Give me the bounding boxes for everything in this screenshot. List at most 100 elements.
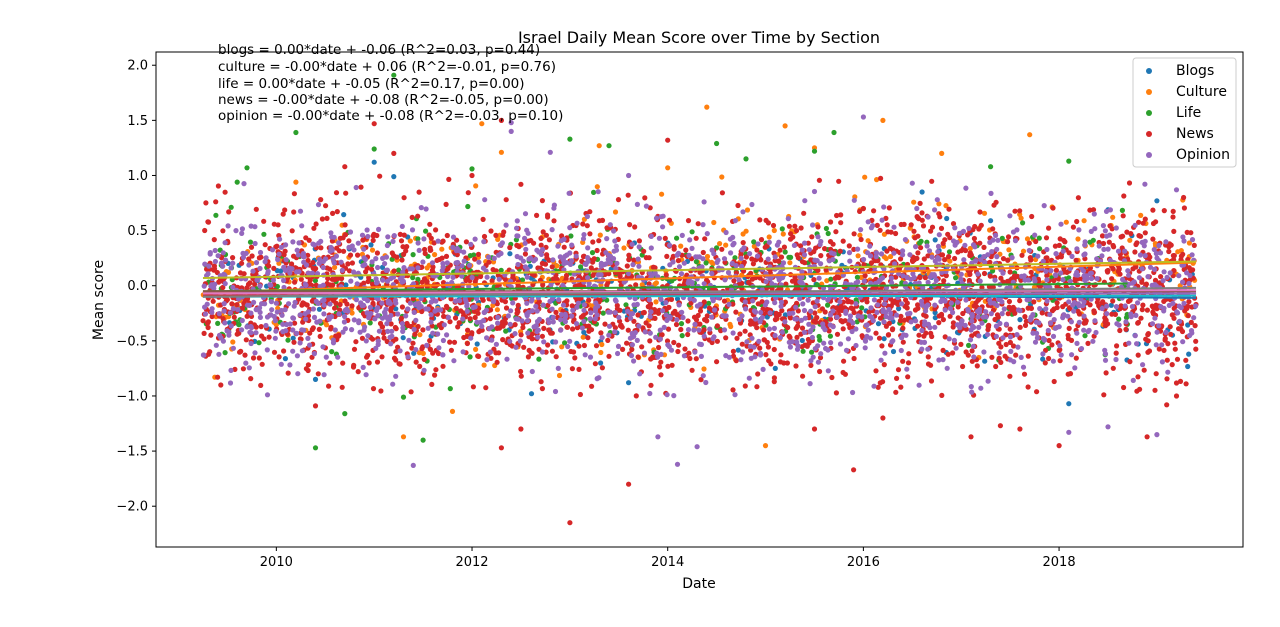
point-opinion: [1136, 275, 1142, 281]
point-news: [778, 352, 784, 358]
point-news: [1005, 234, 1012, 240]
point-news: [455, 324, 461, 330]
point-news: [291, 209, 297, 215]
point-news: [487, 316, 493, 322]
point-opinion: [297, 208, 304, 214]
point-news: [798, 243, 804, 249]
point-opinion: [584, 213, 591, 220]
point-news: [939, 252, 946, 258]
point-opinion: [908, 319, 914, 325]
point-opinion: [1070, 302, 1076, 308]
point-opinion: [900, 273, 906, 279]
point-opinion: [228, 323, 234, 329]
point-news: [1029, 213, 1035, 220]
point-news: [205, 219, 211, 225]
point-culture: [407, 238, 413, 244]
point-culture: [612, 209, 619, 215]
point-news: [1074, 218, 1080, 225]
point-news: [834, 305, 840, 311]
point-culture: [865, 238, 871, 244]
point-news: [915, 323, 921, 329]
point-opinion: [388, 312, 394, 319]
point-opinion: [1123, 319, 1129, 325]
point-news: [1153, 371, 1159, 377]
point-news: [475, 310, 481, 316]
point-opinion: [818, 351, 824, 357]
point-life: [293, 129, 299, 136]
point-news: [343, 190, 349, 196]
point-news: [1021, 371, 1028, 377]
point-opinion: [549, 306, 555, 312]
point-news: [1105, 321, 1111, 327]
point-opinion: [202, 261, 208, 267]
point-opinion: [882, 301, 888, 307]
point-opinion: [660, 213, 666, 219]
point-news: [1017, 324, 1023, 330]
point-culture: [495, 236, 501, 242]
point-opinion: [777, 334, 784, 341]
point-news: [928, 362, 934, 368]
point-opinion: [845, 336, 852, 342]
point-news: [374, 250, 380, 256]
point-news: [333, 190, 340, 196]
point-news: [473, 276, 479, 282]
point-opinion: [1037, 306, 1043, 312]
point-culture: [293, 179, 299, 185]
point-news: [335, 333, 342, 339]
point-opinion: [898, 347, 904, 354]
point-news: [893, 274, 899, 280]
point-culture: [1081, 218, 1087, 224]
point-opinion: [1060, 248, 1066, 254]
point-opinion: [287, 270, 293, 276]
point-opinion: [359, 232, 366, 238]
point-news: [398, 238, 405, 244]
point-news: [811, 426, 818, 432]
point-opinion: [1093, 329, 1099, 336]
point-news: [919, 210, 925, 216]
point-news: [291, 191, 297, 197]
point-news: [734, 335, 740, 341]
point-opinion: [1102, 357, 1109, 363]
point-news: [748, 318, 754, 324]
point-opinion: [1052, 272, 1059, 278]
point-news: [1109, 226, 1115, 232]
point-opinion: [919, 346, 925, 352]
point-news: [1112, 311, 1118, 317]
point-blogs: [312, 376, 319, 382]
point-news: [224, 297, 230, 303]
point-news: [1162, 337, 1168, 343]
point-news: [313, 282, 319, 288]
point-news: [730, 301, 736, 307]
point-opinion: [382, 261, 388, 267]
point-news: [794, 334, 800, 340]
point-opinion: [612, 238, 618, 244]
point-news: [842, 318, 848, 324]
point-news: [1005, 239, 1011, 245]
point-life: [228, 204, 234, 210]
point-news: [529, 336, 535, 342]
point-opinion: [384, 242, 390, 249]
point-opinion: [603, 261, 609, 267]
point-opinion: [271, 313, 277, 320]
point-news: [1140, 220, 1146, 226]
point-news: [211, 237, 217, 243]
point-news: [771, 346, 777, 353]
point-opinion: [881, 204, 887, 210]
point-opinion: [435, 238, 441, 244]
point-news: [1135, 374, 1141, 380]
point-news: [664, 338, 671, 344]
point-opinion: [634, 337, 640, 343]
point-news: [1056, 242, 1062, 248]
point-news: [478, 273, 484, 280]
point-news: [475, 251, 482, 257]
point-news: [242, 352, 248, 358]
point-opinion: [385, 234, 391, 240]
point-news: [445, 265, 451, 272]
point-news: [569, 303, 575, 309]
point-opinion: [984, 331, 991, 338]
point-news: [971, 235, 978, 242]
point-news: [422, 250, 428, 257]
point-news: [897, 318, 904, 324]
point-life: [811, 148, 818, 154]
point-opinion: [899, 335, 905, 341]
